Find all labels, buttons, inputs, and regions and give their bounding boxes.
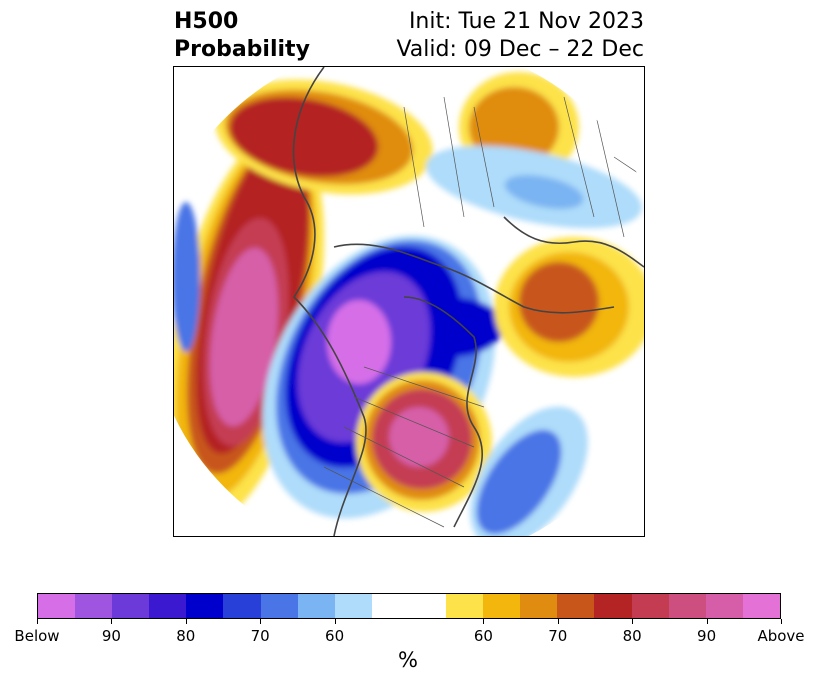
east-above-90: [389, 407, 449, 467]
colorbar-tickmark: [111, 619, 113, 624]
colorbar-segment: [483, 594, 521, 618]
colorbar-segment: [223, 594, 261, 618]
colorbar-segment: [594, 594, 632, 618]
colorbar-tick-label: 90: [101, 627, 121, 645]
colorbar-tickmark: [260, 619, 262, 624]
title-line-1: H500: [174, 9, 239, 34]
colorbar-tick-label: 60: [473, 627, 493, 645]
colorbar-segment: [668, 594, 706, 618]
colorbar-segment: [371, 594, 409, 618]
below-contour-below: [327, 300, 391, 384]
colorbar-tickmark: [483, 619, 485, 624]
colorbar-segment: [297, 594, 335, 618]
alaska-above-80: [229, 97, 379, 177]
colorbar-tick-label: 70: [250, 627, 270, 645]
west-below-sliver: [174, 202, 200, 352]
colorbar-tickmark: [781, 619, 782, 624]
probability-map: [173, 66, 645, 537]
colorbar-unit: %: [398, 648, 418, 672]
colorbar-segment: [186, 594, 224, 618]
colorbar-segment: [75, 594, 113, 618]
colorbar-segment: [446, 594, 484, 618]
colorbar-segment: [705, 594, 743, 618]
colorbar-tickmark: [632, 619, 634, 624]
colorbar-tick-label: 90: [697, 627, 717, 645]
map-title: H500 Probability: [174, 8, 310, 64]
colorbar: [37, 593, 781, 619]
colorbar-segment: [334, 594, 372, 618]
colorbar-tick-label: Above: [757, 627, 805, 645]
colorbar-segment: [520, 594, 558, 618]
colorbar-tick-label: 70: [548, 627, 568, 645]
colorbar-segment: [149, 594, 187, 618]
colorbar-tickmark: [706, 619, 708, 624]
colorbar-segment: [631, 594, 669, 618]
colorbar-tick-label: Below: [14, 627, 60, 645]
probability-shading: [174, 67, 644, 536]
map-canvas: [174, 67, 644, 536]
colorbar-tick-label: 80: [622, 627, 642, 645]
forecast-dates: Init: Tue 21 Nov 2023 Valid: 09 Dec – 22…: [396, 8, 644, 64]
siberia-below-65: [504, 175, 584, 209]
atlantic-below-70: [476, 429, 562, 535]
colorbar-tick-label: 80: [176, 627, 196, 645]
colorbar-tick-label: 60: [325, 627, 345, 645]
colorbar-segment: [742, 594, 780, 618]
colorbar-tickmark: [334, 619, 336, 624]
coastlines: [292, 67, 644, 536]
title-line-2: Probability: [174, 37, 310, 62]
above-contour-90: [209, 247, 279, 427]
colorbar-segment: [260, 594, 298, 618]
colorbar-segment: [557, 594, 595, 618]
europe-above-75: [519, 262, 599, 342]
colorbar-segment: [408, 594, 447, 618]
init-date: Init: Tue 21 Nov 2023: [408, 9, 644, 34]
colorbar-tickmark: [37, 619, 38, 624]
colorbar-segment: [112, 594, 150, 618]
colorbar-tickmark: [557, 619, 559, 624]
valid-dates: Valid: 09 Dec – 22 Dec: [396, 37, 644, 62]
colorbar-tickmark: [185, 619, 187, 624]
colorbar-segment: [38, 594, 76, 618]
